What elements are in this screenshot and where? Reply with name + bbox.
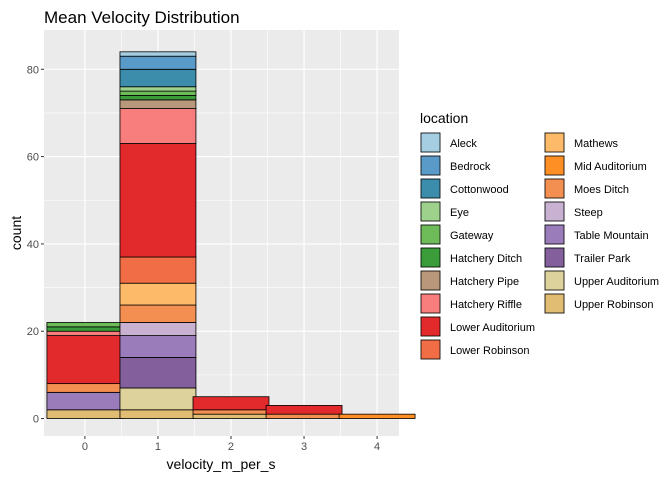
legend-label-upper-robinson: Upper Robinson <box>574 299 654 311</box>
bars <box>46 51 416 419</box>
legend-label-hatchery-riffle: Hatchery Riffle <box>450 299 522 311</box>
x-tick-label: 2 <box>228 441 234 453</box>
bar-segment-lower-robinson-bin-1 <box>119 256 197 284</box>
legend-label-lower-auditorium: Lower Auditorium <box>450 322 535 334</box>
x-tick-label: 0 <box>82 441 88 453</box>
legend-swatch-bedrock <box>420 155 441 176</box>
legend-label-upper-auditorium: Upper Auditorium <box>574 276 659 288</box>
bar-segment-eye-bin-1 <box>119 86 197 92</box>
legend-swatch-lower-robinson <box>420 339 441 360</box>
legend-label-moes-ditch: Moes Ditch <box>574 184 629 196</box>
legend-swatch-hatchery-riffle <box>420 293 441 314</box>
legend-label-hatchery-pipe: Hatchery Pipe <box>450 276 519 288</box>
bar-segment-lower-auditorium-bin-0 <box>46 335 124 385</box>
legend-swatch-gateway <box>420 224 441 245</box>
legend-label-trailer-park: Trailer Park <box>574 253 631 265</box>
bar-segment-lower-auditorium-bin-2 <box>192 396 270 411</box>
x-tick-label: 4 <box>374 441 380 453</box>
legend-swatch-upper-robinson <box>544 293 565 314</box>
chart-title: Mean Velocity Distribution <box>44 8 240 27</box>
legend-swatch-mid-auditorium <box>544 155 565 176</box>
legend-label-mid-auditorium: Mid Auditorium <box>574 161 647 173</box>
x-axis-title: velocity_m_per_s <box>167 456 276 472</box>
legend-label-hatchery-ditch: Hatchery Ditch <box>450 253 522 265</box>
legend-swatch-moes-ditch <box>544 178 565 199</box>
legend-label-cottonwood: Cottonwood <box>450 184 509 196</box>
y-tick-label: 60 <box>27 152 39 164</box>
bar-segment-moes-ditch-bin-2 <box>192 409 270 415</box>
x-axis-ticks: 0 1 2 3 4 <box>82 436 380 453</box>
y-axis-ticks: 0 20 40 60 80 <box>27 64 44 426</box>
legend-swatch-table-mountain <box>544 224 565 245</box>
bar-segment-lower-auditorium-bin-1 <box>119 143 197 258</box>
bar-segment-hatchery-pipe-bin-1 <box>119 99 197 109</box>
bar-segment-moes-ditch-bin-0 <box>46 383 124 393</box>
bar-segment-upper-robinson-bin-0 <box>46 409 124 419</box>
bar-segment-mid-auditorium-bin-4 <box>338 413 416 419</box>
y-tick-label: 40 <box>27 239 39 251</box>
y-tick-label: 0 <box>33 414 39 426</box>
bar-segment-steep-bin-1 <box>119 322 197 336</box>
bar-segment-upper-auditorium-bin-1 <box>119 387 197 411</box>
legend-label-eye: Eye <box>450 207 469 219</box>
legend-label-gateway: Gateway <box>450 230 494 242</box>
legend-swatch-mathews <box>544 132 565 153</box>
legend: Aleck Bedrock Cottonwood Eye Gateway Hatchery… <box>420 132 659 360</box>
y-tick-label: 80 <box>27 64 39 76</box>
bar-segment-moes-ditch-bin-3 <box>265 413 343 419</box>
legend-swatch-lower-auditorium <box>420 316 441 337</box>
legend-swatch-cottonwood <box>420 178 441 199</box>
bar-segment-moes-ditch-bin-1 <box>119 304 197 323</box>
bar-segment-table-mountain-bin-0 <box>46 391 124 411</box>
bar-segment-lower-auditorium-bin-3 <box>265 405 343 415</box>
legend-label-lower-robinson: Lower Robinson <box>450 345 530 357</box>
legend-swatch-trailer-park <box>544 247 565 268</box>
bar-segment-hatchery-ditch-bin-0 <box>46 326 124 332</box>
bar-segment-hatchery-riffle-bin-0 <box>46 330 124 336</box>
legend-label-mathews: Mathews <box>574 138 619 150</box>
bar-segment-cottonwood-bin-1 <box>119 68 197 88</box>
bar-segment-mathews-bin-1 <box>119 282 197 306</box>
y-axis-title: count <box>8 216 24 250</box>
bar-segment-gateway-bin-0 <box>46 322 124 328</box>
x-tick-label: 3 <box>301 441 307 453</box>
bar-segment-upper-robinson-bin-2 <box>192 413 270 419</box>
legend-label-table-mountain: Table Mountain <box>574 230 649 242</box>
legend-swatch-steep <box>544 201 565 222</box>
legend-title: location <box>420 110 468 126</box>
bar-segment-gateway-bin-1 <box>119 90 197 96</box>
bar-segment-bedrock-bin-1 <box>119 55 197 70</box>
legend-label-bedrock: Bedrock <box>450 161 491 173</box>
legend-swatch-hatchery-ditch <box>420 247 441 268</box>
bar-segment-table-mountain-bin-1 <box>119 335 197 358</box>
bar-segment-aleck-bin-1 <box>119 51 197 57</box>
bar-segment-trailer-park-bin-1 <box>119 357 197 389</box>
y-tick-label: 20 <box>27 326 39 338</box>
bar-segment-hatchery-riffle-bin-1 <box>119 108 197 144</box>
legend-swatch-eye <box>420 201 441 222</box>
legend-swatch-upper-auditorium <box>544 270 565 291</box>
legend-label-steep: Steep <box>574 207 603 219</box>
x-tick-label: 1 <box>155 441 161 453</box>
bar-segment-hatchery-ditch-bin-1 <box>119 95 197 101</box>
bar-segment-upper-robinson-bin-1 <box>119 409 197 419</box>
legend-swatch-aleck <box>420 132 441 153</box>
legend-label-aleck: Aleck <box>450 138 477 150</box>
legend-swatch-hatchery-pipe <box>420 270 441 291</box>
